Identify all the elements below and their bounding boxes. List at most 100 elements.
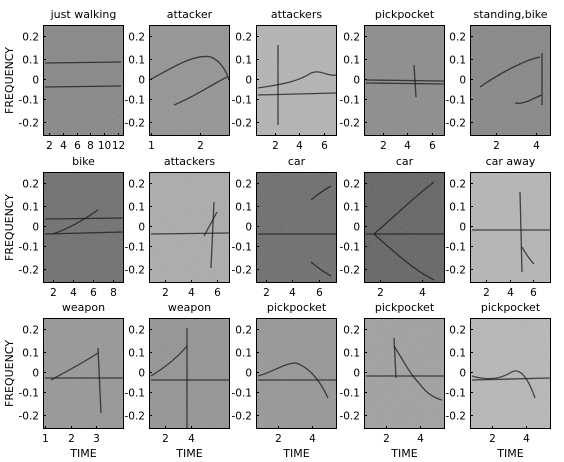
signature-trace bbox=[97, 347, 102, 414]
panel-title: just walking bbox=[50, 8, 117, 21]
y-tick-label: 0.2 bbox=[449, 179, 466, 191]
y-tick-label: 0.1 bbox=[343, 55, 360, 67]
y-tick-label: 0.2 bbox=[343, 179, 360, 191]
spectrogram-panel: weapon 0.2 0.1 0 -0.1 -0.2 2 4 bbox=[125, 301, 230, 445]
y-tick-label: -0.1 bbox=[446, 95, 467, 107]
x-tick-label: 4 bbox=[188, 433, 195, 445]
y-tick-label: 0.2 bbox=[449, 325, 466, 337]
signature-trace bbox=[471, 377, 551, 381]
x-tick-label: 4 bbox=[533, 140, 540, 152]
signature-trace bbox=[519, 191, 523, 273]
x-tick-label: 2 bbox=[50, 287, 57, 299]
axes-frame bbox=[43, 172, 124, 283]
y-tick-label: 0 bbox=[32, 368, 39, 380]
signature-trace bbox=[521, 246, 535, 265]
signature-trace bbox=[173, 76, 228, 106]
x-tick-label: 4 bbox=[419, 287, 426, 299]
x-tick-label: 4 bbox=[289, 287, 296, 299]
y-tick-label: 0.2 bbox=[449, 32, 466, 44]
y-tick-label: -0.1 bbox=[19, 95, 40, 107]
y-tick-label: 0 bbox=[138, 222, 145, 234]
axes-frame bbox=[256, 25, 337, 136]
x-tick-label: 6 bbox=[214, 287, 221, 299]
signature-trace bbox=[393, 345, 443, 401]
y-tick-label: 0.1 bbox=[22, 348, 39, 360]
panel-title: attackers bbox=[271, 8, 322, 21]
signature-trace bbox=[52, 209, 99, 235]
heatmap-noise bbox=[470, 25, 551, 136]
x-axis-label: TIME bbox=[496, 447, 523, 460]
y-tick-label: 0 bbox=[245, 75, 252, 87]
y-tick-label: 0.2 bbox=[343, 32, 360, 44]
y-tick-label: 0 bbox=[353, 368, 360, 380]
spectrogram-panel: attackers 0.2 0.1 0 -0.1 -0.2 2 4 6 bbox=[125, 155, 230, 299]
x-tick-label: 2 bbox=[493, 140, 500, 152]
x-tick-label: 4 bbox=[70, 287, 77, 299]
signature-trace bbox=[471, 370, 536, 399]
signature-trace bbox=[44, 85, 122, 88]
spectrogram-panel: car 0.2 0.1 0 -0.1 -0.2 2 4 bbox=[340, 155, 445, 299]
y-tick-label: 0.1 bbox=[128, 202, 145, 214]
y-tick-label: 0 bbox=[353, 222, 360, 234]
y-tick-label: 0 bbox=[459, 222, 466, 234]
x-tick-label: 4 bbox=[523, 433, 530, 445]
y-tick-label: -0.2 bbox=[19, 118, 40, 130]
x-tick-label: 2 bbox=[275, 433, 282, 445]
signature-trace bbox=[150, 345, 188, 377]
spectrogram-panel: just walking 0.2 0.1 0 -0.1 -0.2 2 4 6 8 10 12 bbox=[19, 8, 126, 152]
y-tick-label: -0.1 bbox=[125, 388, 146, 400]
y-tick-label: -0.2 bbox=[340, 411, 361, 423]
x-tick-label: 8 bbox=[87, 140, 94, 152]
y-tick-label: 0.1 bbox=[343, 348, 360, 360]
signature-trace bbox=[479, 56, 541, 88]
panel-title: attackers bbox=[164, 155, 215, 168]
signature-trace bbox=[44, 61, 122, 64]
y-tick-label: 0 bbox=[32, 222, 39, 234]
y-tick-label: 0.2 bbox=[235, 32, 252, 44]
y-tick-label: 0.1 bbox=[449, 348, 466, 360]
signature-trace bbox=[150, 55, 230, 81]
x-tick-label: 2 bbox=[46, 140, 53, 152]
spectrogram-panel: car away 0.2 0.1 0 -0.1 -0.2 2 4 6 bbox=[446, 155, 551, 299]
signature-trace bbox=[257, 92, 337, 96]
x-tick-label: 4 bbox=[296, 140, 303, 152]
y-tick-label: 0.2 bbox=[235, 179, 252, 191]
y-axis-label: FREQUENCY bbox=[3, 340, 16, 407]
spectrogram-panel: attackers 0.2 0.1 0 -0.1 -0.2 2 4 6 bbox=[232, 8, 337, 152]
signature-trace bbox=[413, 64, 417, 98]
panel-title: weapon bbox=[62, 301, 105, 314]
y-tick-label: 0.2 bbox=[128, 179, 145, 191]
heatmap-noise bbox=[364, 318, 445, 429]
heatmap-noise bbox=[43, 25, 124, 136]
heatmap-noise bbox=[470, 318, 551, 429]
x-tick-label: 6 bbox=[321, 140, 328, 152]
x-tick-label: 4 bbox=[60, 140, 67, 152]
x-tick-label: 2 bbox=[162, 287, 169, 299]
x-tick-label: 10 bbox=[98, 140, 111, 152]
x-tick-label: 2 bbox=[197, 140, 204, 152]
x-axis-label: TIME bbox=[390, 447, 417, 460]
heatmap-noise bbox=[256, 318, 337, 429]
y-tick-label: 0.2 bbox=[235, 325, 252, 337]
x-tick-label: 4 bbox=[309, 433, 316, 445]
axes-frame bbox=[149, 318, 230, 429]
y-tick-label: 0 bbox=[459, 368, 466, 380]
panel-title: weapon bbox=[168, 301, 211, 314]
heatmap-noise bbox=[149, 318, 230, 429]
axes-frame bbox=[256, 172, 337, 283]
signature-trace bbox=[393, 337, 397, 379]
x-tick-label: 2 bbox=[489, 433, 496, 445]
y-tick-label: -0.2 bbox=[232, 411, 253, 423]
panel-title: bike bbox=[72, 155, 95, 168]
y-tick-label: 0 bbox=[459, 75, 466, 87]
heatmap-noise bbox=[43, 172, 124, 283]
y-tick-label: 0.1 bbox=[235, 348, 252, 360]
spectrogram-panel: bike 0.2 0.1 0 -0.1 -0.2 2 4 6 8 bbox=[19, 155, 124, 299]
panel-title: pickpocket bbox=[375, 8, 435, 21]
y-tick-label: 0.1 bbox=[235, 55, 252, 67]
y-tick-label: -0.1 bbox=[340, 242, 361, 254]
y-axis-label: FREQUENCY bbox=[3, 47, 16, 114]
y-tick-label: -0.2 bbox=[446, 118, 467, 130]
x-tick-label: 2 bbox=[383, 433, 390, 445]
